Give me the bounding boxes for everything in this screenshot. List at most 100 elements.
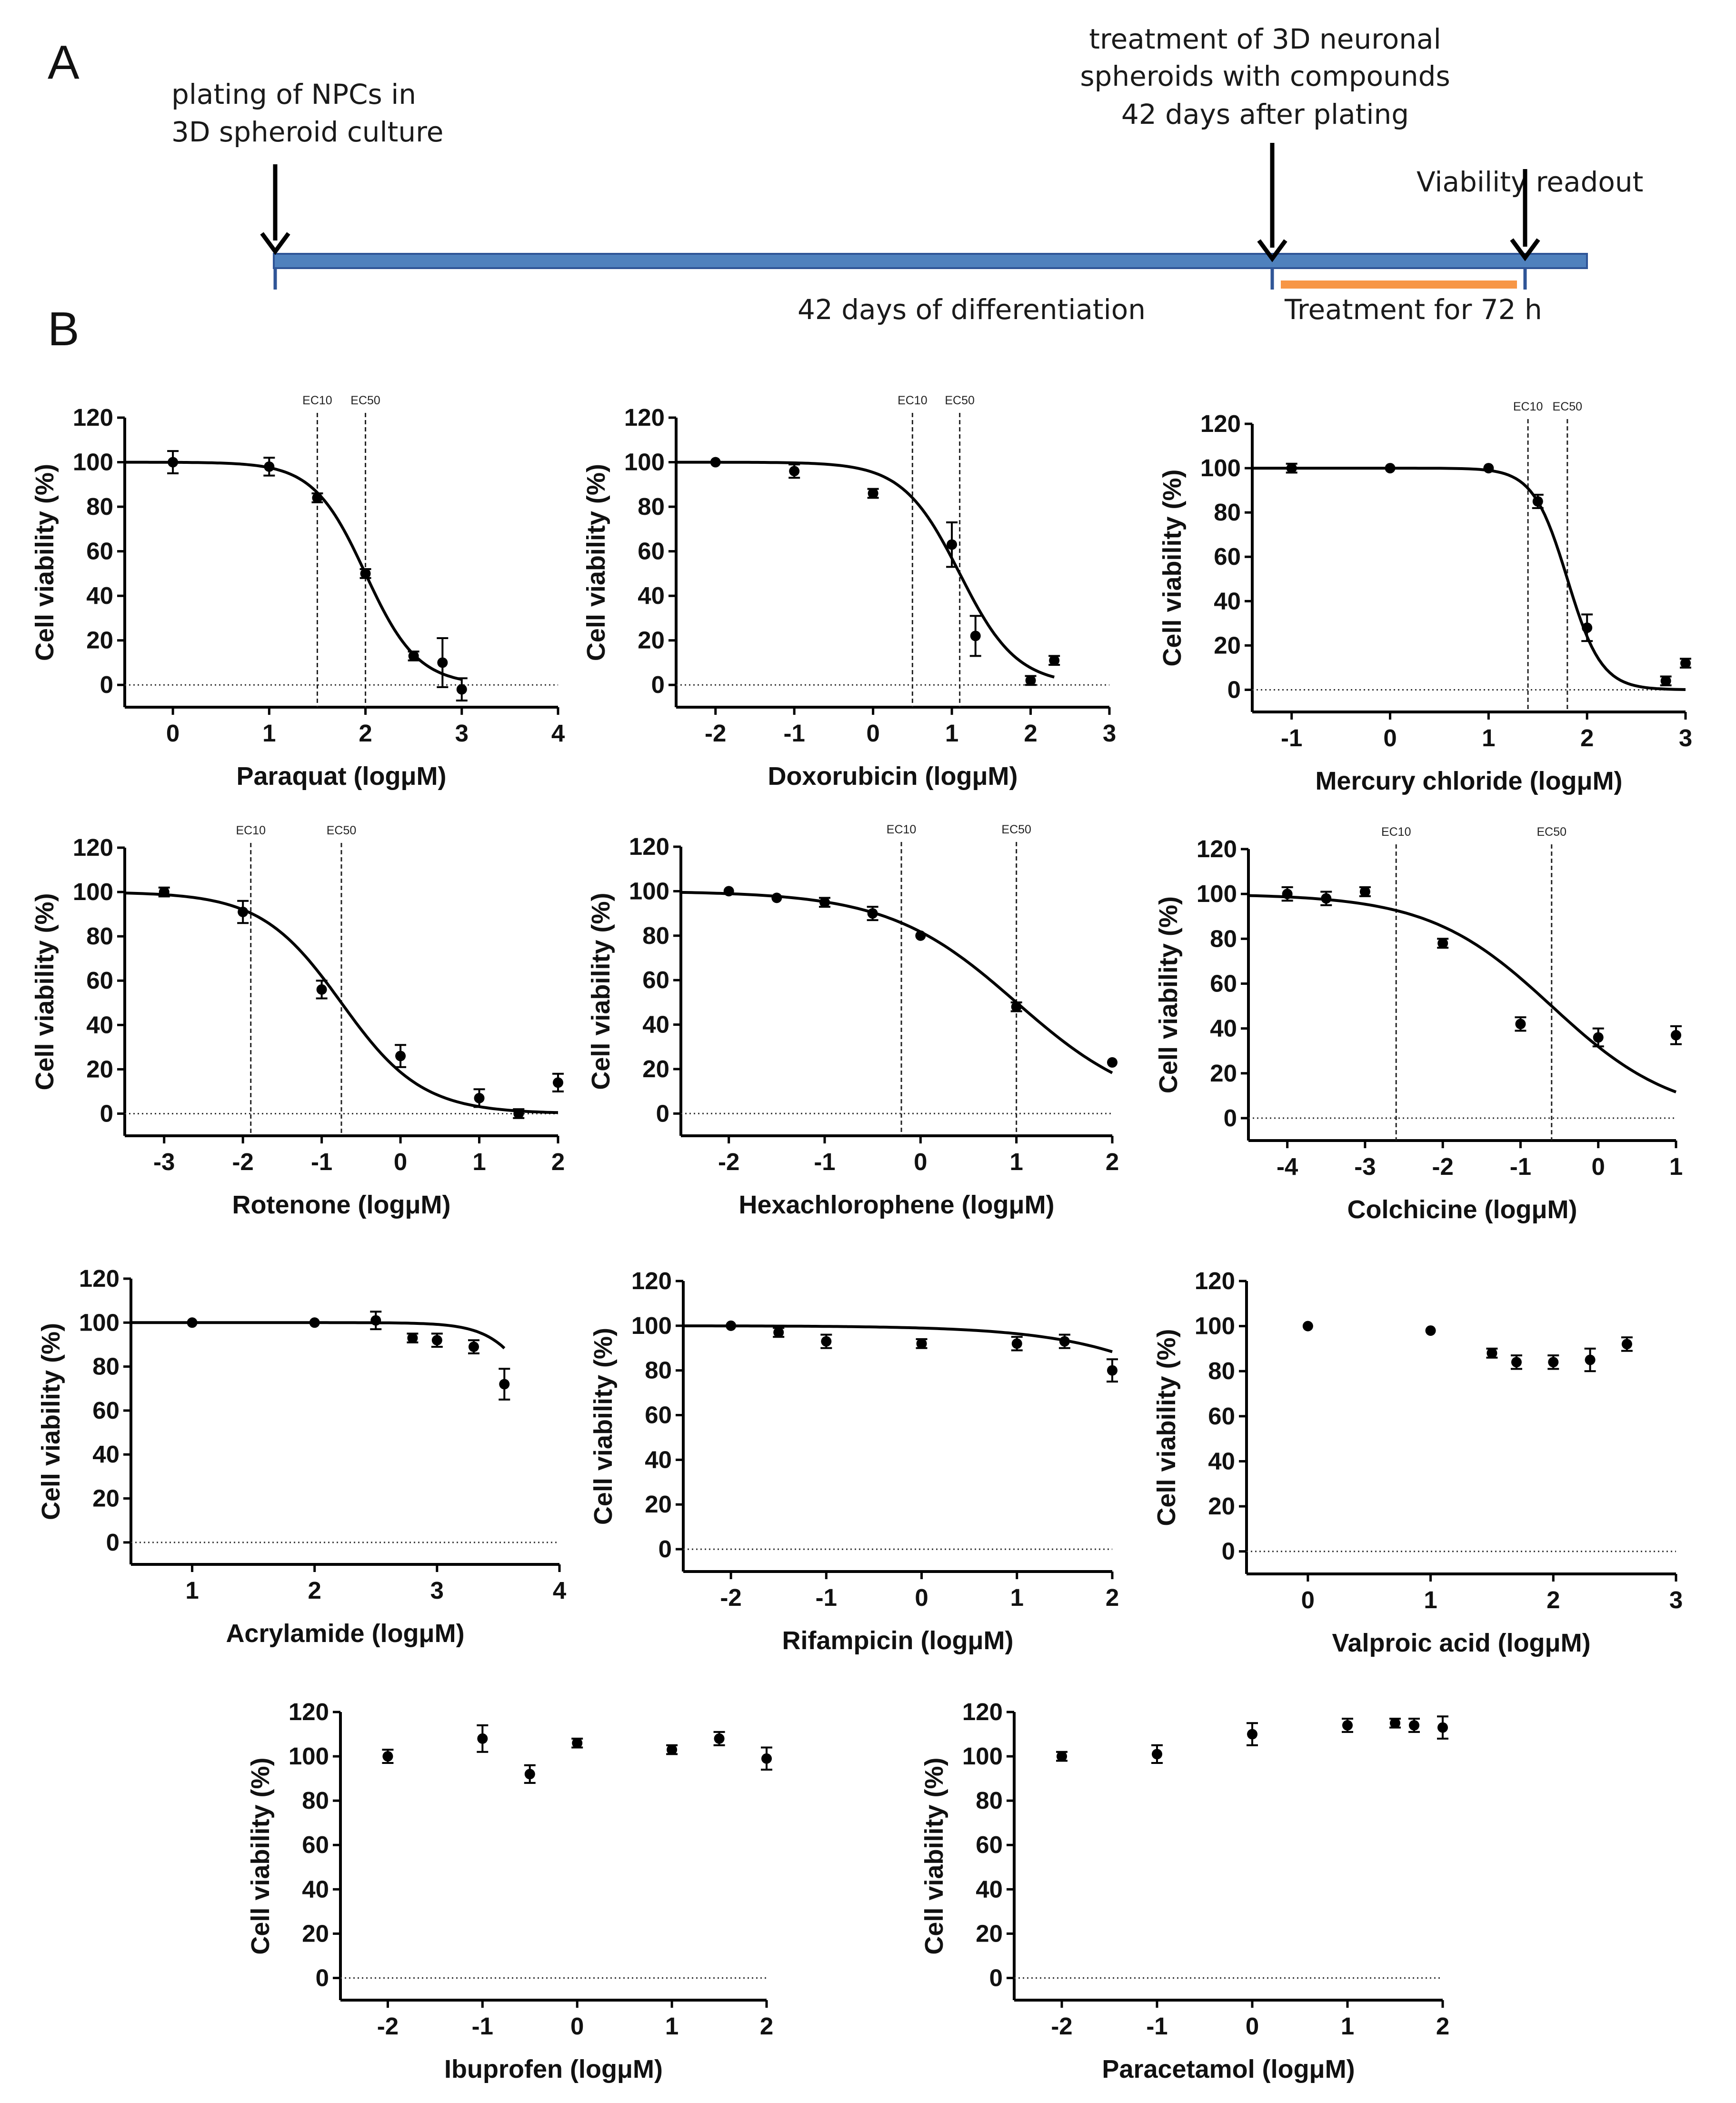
x-tick-label: 0	[1592, 1153, 1605, 1180]
x-tick-label: -1	[311, 1148, 332, 1175]
data-point	[723, 886, 734, 897]
y-axis-title: Cell viability (%)	[1154, 896, 1183, 1093]
data-point	[667, 1744, 678, 1755]
data-point	[1409, 1720, 1419, 1731]
x-tick-label: 1	[472, 1148, 486, 1175]
data-point	[1437, 938, 1448, 949]
x-tick-label: -2	[377, 2013, 399, 2040]
plating-label-line-2: 3D spheroid culture	[171, 116, 443, 148]
data-point	[312, 492, 323, 503]
data-point	[947, 539, 958, 550]
y-tick-label: 120	[73, 834, 113, 861]
x-tick-label: -1	[1281, 724, 1302, 751]
y-tick-label: 100	[73, 449, 113, 476]
y-tick-label: 20	[86, 1055, 113, 1082]
data-point	[382, 1751, 393, 1762]
fit-curve	[680, 891, 1113, 1074]
ec-label: EC10	[887, 823, 917, 836]
y-tick-label: 60	[976, 1831, 1003, 1858]
data-point	[1582, 622, 1593, 633]
y-tick-label: 100	[1197, 880, 1237, 907]
data-point	[1359, 886, 1370, 897]
data-point	[1593, 1032, 1604, 1043]
y-tick-label: 0	[656, 1100, 669, 1127]
y-tick-label: 60	[638, 538, 665, 565]
y-tick-label: 0	[100, 671, 113, 698]
y-tick-label: 0	[106, 1529, 120, 1556]
data-point	[524, 1769, 535, 1780]
y-tick-label: 40	[92, 1441, 120, 1468]
data-point	[238, 906, 249, 917]
y-tick-label: 20	[642, 1055, 669, 1082]
y-tick-label: 60	[86, 967, 113, 994]
fit-curve	[683, 1324, 1113, 1353]
y-tick-label: 80	[976, 1787, 1003, 1814]
data-point	[1302, 1321, 1313, 1332]
y-tick-label: 60	[642, 966, 669, 993]
data-point	[159, 887, 170, 898]
data-point	[187, 1317, 198, 1328]
y-axis-title: Cell viability (%)	[582, 464, 610, 661]
data-point	[773, 1327, 784, 1338]
y-tick-label: 80	[302, 1787, 329, 1814]
data-point	[1342, 1720, 1353, 1731]
data-point	[437, 657, 448, 668]
y-tick-label: 80	[86, 922, 113, 950]
y-tick-label: 100	[624, 449, 665, 476]
data-point	[1247, 1729, 1257, 1740]
y-axis-title: Cell viability (%)	[37, 1323, 65, 1520]
y-tick-label: 20	[1214, 631, 1241, 659]
chart-rotenone: 0 20 40 60 80 100 120 -3 -2 -1 0 1 2 EC10 EC50 Rotenone…	[30, 824, 565, 1219]
x-axis-title: Doxorubicin (logμM)	[768, 762, 1018, 791]
x-axis-title: Acrylamide (logμM)	[226, 1619, 464, 1648]
x-tick-label: -2	[1051, 2013, 1072, 2040]
y-tick-label: 40	[1210, 1015, 1237, 1042]
y-tick-label: 0	[651, 671, 665, 698]
fit-curve	[1248, 894, 1677, 1093]
y-tick-label: 80	[1214, 499, 1241, 526]
data-point	[916, 1338, 927, 1349]
treatment-label-line-3: 42 days after plating	[1121, 98, 1409, 130]
fit-curve	[676, 461, 1055, 679]
x-tick-label: -1	[816, 1584, 837, 1611]
y-tick-label: 0	[658, 1535, 672, 1562]
data-point	[395, 1051, 406, 1062]
y-tick-label: 60	[86, 538, 113, 565]
data-point	[1511, 1357, 1522, 1368]
y-tick-label: 20	[92, 1485, 120, 1512]
treatment-duration-label: Treatment for 72 h	[1284, 293, 1542, 326]
chart-hexachlorophene: 0 20 40 60 80 100 120 -2 -1 0 1 2 EC10 EC50 Hexachloro…	[587, 823, 1119, 1219]
x-axis-title: Valproic acid (logμM)	[1332, 1629, 1590, 1657]
data-point	[726, 1320, 737, 1331]
y-tick-label: 60	[1208, 1402, 1235, 1430]
y-axis-title: Cell viability (%)	[587, 892, 615, 1090]
y-tick-label: 120	[624, 404, 665, 431]
y-tick-label: 100	[73, 878, 113, 905]
x-tick-label: 2	[1436, 2013, 1449, 2040]
ec-label: EC50	[350, 394, 380, 407]
data-point	[1487, 1348, 1497, 1359]
data-point	[714, 1733, 725, 1744]
x-tick-label: 0	[570, 2013, 584, 2040]
data-point	[513, 1108, 524, 1119]
chart-doxorubicin: 0 20 40 60 80 100 120 -2 -1 0 1 2 3 EC10 EC50 Doxorubic…	[582, 394, 1116, 791]
y-tick-label: 100	[631, 1312, 672, 1339]
y-tick-label: 20	[86, 627, 113, 654]
panel-b-letter: B	[48, 302, 80, 356]
data-point	[1011, 1001, 1022, 1012]
y-tick-label: 100	[962, 1742, 1003, 1770]
x-tick-label: 1	[1669, 1153, 1683, 1180]
readout-label: Viability readout	[1417, 166, 1643, 198]
x-tick-label: 1	[1482, 724, 1495, 751]
y-tick-label: 40	[86, 582, 113, 609]
x-tick-label: -1	[1510, 1153, 1531, 1180]
x-tick-label: 2	[760, 2013, 773, 2040]
y-tick-label: 60	[1210, 970, 1237, 997]
y-tick-label: 40	[1208, 1447, 1235, 1474]
x-axis-title: Rifampicin (logμM)	[782, 1626, 1014, 1655]
x-tick-label: -3	[1354, 1153, 1376, 1180]
y-tick-label: 120	[1197, 835, 1237, 862]
y-tick-label: 20	[638, 627, 665, 654]
data-point	[789, 466, 800, 477]
x-tick-label: 1	[1010, 1584, 1024, 1611]
